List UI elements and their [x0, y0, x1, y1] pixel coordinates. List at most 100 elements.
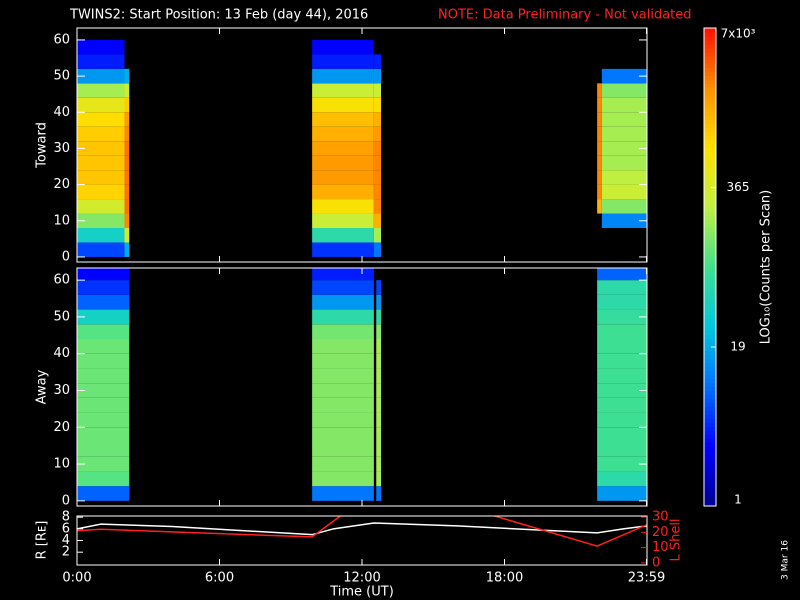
heatmap-cell	[77, 228, 125, 243]
chart-note: NOTE: Data Preliminary - Not validated	[438, 8, 692, 23]
colorbar-step	[704, 322, 716, 328]
colorbar-step	[704, 494, 716, 499]
orbit-line	[77, 516, 647, 547]
heatmap-cell	[77, 170, 125, 185]
heatmap-cell	[312, 126, 374, 142]
colorbar-step	[704, 474, 716, 479]
heatmap-cell	[376, 486, 381, 501]
colorbar-step	[704, 199, 716, 204]
heatmap-cell	[124, 170, 130, 185]
heatmap-cell	[376, 456, 381, 472]
colorbar-step	[704, 167, 716, 172]
heatmap-cell	[597, 155, 602, 171]
heatmap-cell	[77, 213, 125, 229]
y-tick-label: 2	[62, 545, 70, 560]
colorbar-step	[704, 330, 716, 336]
heatmap-cell	[601, 199, 647, 214]
heatmap-cell	[77, 126, 125, 142]
heatmap-cell	[77, 427, 130, 442]
colorbar-step	[704, 342, 716, 348]
colorbar-step	[704, 115, 716, 121]
colorbar-frame	[703, 27, 717, 507]
y-tick-label: 10	[53, 457, 70, 472]
heatmap-cell	[312, 68, 374, 84]
heatmap-cell	[77, 486, 130, 501]
y-tick-label: 0	[62, 493, 70, 508]
heatmap-cell	[312, 97, 374, 113]
heatmap-cell	[312, 412, 374, 428]
heatmap-cell	[601, 112, 647, 127]
heatmap-cell	[597, 441, 647, 457]
heatmap-cell	[77, 324, 130, 339]
colorbar-step	[704, 442, 716, 447]
y-axis-label: R [Rᴇ]	[35, 521, 50, 560]
heatmap-cell	[77, 383, 130, 398]
heatmap-cell	[77, 397, 130, 413]
heatmap-cell	[597, 199, 602, 214]
heatmap-cell	[601, 170, 647, 185]
heatmap-cell	[601, 184, 647, 200]
colorbar-step	[704, 290, 716, 296]
heatmap-cell	[312, 338, 374, 354]
y-tick-label: 30	[53, 383, 70, 398]
x-tick-label: 23:59	[628, 571, 665, 586]
colorbar-step	[704, 386, 716, 391]
colorbar-step	[704, 143, 716, 148]
heatmap-cell	[77, 309, 130, 325]
colorbar-step	[704, 326, 716, 332]
heatmap-cell	[597, 294, 647, 310]
heatmap-cell	[312, 383, 374, 398]
heatmap-cell	[124, 68, 130, 84]
heatmap-cell	[124, 213, 130, 229]
y2-tick-label: 0	[652, 555, 660, 570]
colorbar-step	[704, 247, 716, 252]
heatmap-cell	[312, 83, 374, 98]
colorbar-step	[704, 67, 716, 73]
heatmap-cell	[124, 141, 130, 156]
heatmap-cell	[124, 242, 130, 257]
heatmap-cell	[124, 126, 130, 142]
heatmap-cell	[597, 486, 647, 501]
heatmap-cell	[597, 184, 602, 200]
colorbar-step	[704, 402, 716, 407]
heatmap-cell	[597, 383, 647, 398]
heatmap-cell	[597, 170, 602, 185]
colorbar-step	[704, 346, 716, 352]
y-tick-label: 50	[53, 69, 70, 84]
colorbar-step	[704, 235, 716, 240]
colorbar-step	[704, 486, 716, 491]
colorbar-step	[704, 338, 716, 344]
heatmap-cell	[373, 112, 381, 127]
colorbar-step	[704, 378, 716, 384]
x-tick-label: 6:00	[205, 571, 234, 586]
colorbar-step	[704, 314, 716, 320]
colorbar-step	[704, 147, 716, 152]
orbit-lines	[77, 516, 647, 547]
colorbar-step	[704, 207, 716, 212]
heatmap-cell	[597, 471, 647, 487]
heatmap-cell	[376, 353, 381, 369]
colorbar-step	[704, 482, 716, 487]
colorbar-step	[704, 267, 716, 272]
heatmap-cell	[597, 97, 602, 113]
colorbar-step	[704, 223, 716, 228]
chart-title: TWINS2: Start Position: 13 Feb (day 44),…	[69, 8, 368, 23]
colorbar-step	[704, 294, 716, 300]
heatmap-cell	[312, 368, 374, 384]
colorbar-step	[704, 211, 716, 216]
heatmap-cell	[376, 368, 381, 384]
y-tick-label: 20	[53, 177, 70, 192]
heatmap-cell	[77, 412, 130, 428]
colorbar-step	[704, 91, 716, 97]
colorbar-step	[704, 195, 716, 200]
heatmap-cell	[312, 456, 374, 472]
heatmap-cell	[77, 471, 130, 487]
heatmap-cell	[124, 155, 130, 171]
colorbar-step	[704, 394, 716, 399]
colorbar-step	[704, 282, 716, 288]
heatmap-cell	[312, 309, 374, 325]
heatmap-cell	[373, 126, 381, 142]
colorbar-step	[704, 434, 716, 439]
colorbar-step	[704, 179, 716, 184]
colorbar-tick-label: 1	[734, 493, 742, 507]
